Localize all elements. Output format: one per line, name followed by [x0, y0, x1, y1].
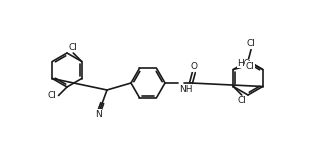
Text: HO: HO [237, 59, 251, 68]
Text: Cl: Cl [246, 62, 255, 71]
Text: Cl: Cl [69, 43, 78, 52]
Text: Cl: Cl [247, 39, 255, 48]
Text: NH: NH [179, 85, 193, 94]
Text: Cl: Cl [48, 91, 56, 100]
Text: O: O [190, 62, 197, 71]
Text: Cl: Cl [237, 96, 246, 105]
Text: N: N [95, 110, 101, 119]
